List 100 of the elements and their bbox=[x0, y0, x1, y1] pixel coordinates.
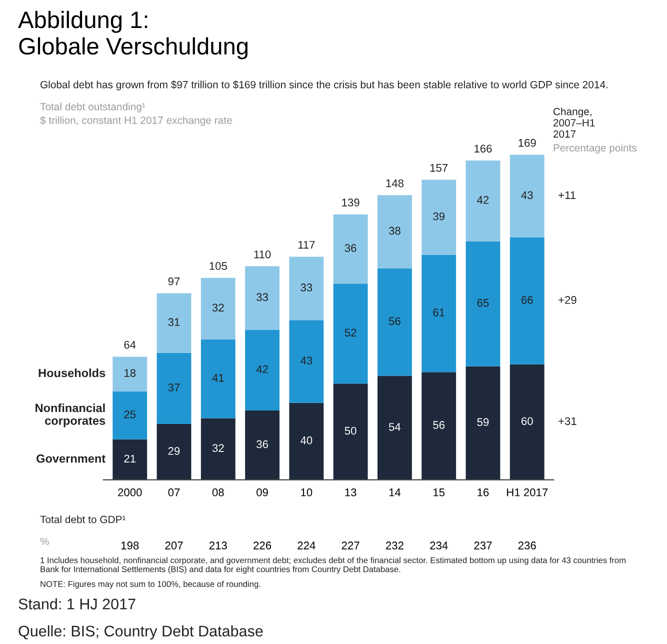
bar bbox=[112, 356, 148, 392]
text: 207 bbox=[165, 542, 183, 550]
data-label: 54 bbox=[388, 423, 401, 431]
text: 224 bbox=[298, 542, 316, 550]
bar bbox=[333, 284, 368, 384]
text: 198 bbox=[121, 542, 139, 550]
data-label: 40 bbox=[300, 436, 312, 444]
bar bbox=[422, 254, 456, 372]
data-label: 41 bbox=[212, 374, 224, 382]
data-label: 36 bbox=[256, 440, 268, 448]
x-tick-label: H1 2017 bbox=[507, 488, 548, 496]
bar bbox=[422, 372, 456, 480]
total-label: 166 bbox=[474, 144, 492, 153]
data-label: 18 bbox=[124, 369, 136, 377]
bar bbox=[333, 214, 368, 284]
text: +29 bbox=[558, 296, 576, 304]
bar bbox=[510, 237, 544, 364]
data-label: 33 bbox=[256, 293, 268, 302]
text: 236 bbox=[518, 542, 536, 550]
text: Total debt outstanding¹ bbox=[40, 102, 146, 112]
text: 232 bbox=[386, 542, 404, 550]
total-label: 169 bbox=[518, 138, 536, 147]
bar bbox=[422, 180, 456, 255]
data-label: 39 bbox=[433, 212, 444, 220]
total-label: 148 bbox=[386, 179, 404, 188]
text: Percentage points bbox=[554, 144, 637, 154]
data-label: 43 bbox=[300, 356, 312, 364]
text: NOTE: Figures may not sum to 100%, because of rounding. bbox=[40, 580, 260, 589]
bar bbox=[156, 293, 192, 353]
data-label: 59 bbox=[477, 418, 489, 426]
x-tick-label: 13 bbox=[345, 488, 356, 496]
data-label: 36 bbox=[344, 244, 356, 252]
bar bbox=[200, 339, 236, 418]
bar bbox=[245, 266, 280, 330]
data-label: 50 bbox=[344, 426, 356, 435]
bar bbox=[156, 424, 192, 480]
source-note: Quelle: BIS; Country Debt Database bbox=[18, 625, 263, 640]
x-tick-label: 16 bbox=[478, 488, 489, 496]
bar bbox=[112, 391, 148, 440]
x-tick-label: 07 bbox=[168, 488, 180, 496]
text: $ trillion, constant H1 2017 exchange rate bbox=[40, 116, 232, 126]
text: 226 bbox=[254, 542, 272, 550]
text: 213 bbox=[209, 542, 227, 550]
bar bbox=[245, 330, 280, 411]
data-label: 32 bbox=[212, 444, 224, 452]
data-label: 61 bbox=[433, 308, 444, 316]
bar bbox=[289, 320, 324, 403]
data-label: 52 bbox=[344, 328, 356, 337]
data-label: 31 bbox=[168, 318, 180, 326]
bar bbox=[466, 366, 500, 480]
text: 1 Includes household, nonfinancial corporate, and government debt; excludes debt of the financial sector. Estimated bottom up using data for 43 countries from Bank for International Settlements (BIS) and data for eight countries from Country Debt Database. bbox=[40, 557, 626, 574]
chart-subtitle: Globale Verschuldung bbox=[19, 37, 248, 60]
total-label: 157 bbox=[430, 164, 448, 172]
data-label: 60 bbox=[522, 417, 533, 426]
bar bbox=[156, 352, 192, 424]
text: Stand: 1 HJ 2017 bbox=[18, 598, 136, 610]
total-label: 97 bbox=[168, 277, 180, 286]
x-tick-label: 10 bbox=[301, 488, 312, 496]
x-tick-label: 2000 bbox=[118, 488, 142, 496]
bar bbox=[289, 402, 324, 480]
total-label: 110 bbox=[254, 250, 271, 258]
bar bbox=[245, 410, 280, 480]
series-label: Government bbox=[36, 454, 106, 463]
data-label: 65 bbox=[477, 298, 489, 307]
bar bbox=[510, 154, 544, 238]
bar bbox=[466, 160, 500, 242]
data-label: 42 bbox=[256, 365, 268, 374]
total-label: 139 bbox=[342, 198, 360, 206]
data-label: 33 bbox=[300, 284, 312, 292]
bar bbox=[200, 418, 236, 480]
bar bbox=[377, 268, 412, 376]
series-label: Households bbox=[38, 368, 106, 378]
x-tick-label: 08 bbox=[212, 488, 224, 496]
text: Global debt has grown from $97 trillion to $169 trillion since the crisis but has been stable relative to world GDP since 2014. bbox=[40, 80, 608, 90]
series-label: Nonfinancial corporates bbox=[36, 403, 106, 428]
data-label: 25 bbox=[124, 410, 136, 418]
text: 227 bbox=[342, 542, 360, 550]
text: 234 bbox=[430, 542, 448, 550]
text: Change, 2007–H1 2017 bbox=[553, 108, 595, 138]
bar bbox=[510, 364, 544, 480]
data-label: 56 bbox=[388, 317, 400, 326]
bar bbox=[466, 241, 500, 366]
text: +31 bbox=[558, 417, 576, 426]
bar bbox=[200, 278, 236, 340]
total-label: 117 bbox=[298, 240, 315, 249]
data-label: 38 bbox=[388, 226, 400, 235]
x-tick-label: 14 bbox=[389, 488, 401, 496]
text: +11 bbox=[558, 191, 576, 199]
bar bbox=[289, 256, 324, 320]
data-label: 43 bbox=[521, 191, 533, 200]
text: % bbox=[40, 538, 49, 546]
bar bbox=[333, 384, 368, 480]
data-label: 21 bbox=[124, 454, 136, 462]
chart-title: Abbildung 1: bbox=[18, 10, 148, 33]
total-label: 64 bbox=[124, 340, 136, 349]
x-tick-label: 09 bbox=[256, 488, 268, 496]
bar bbox=[377, 376, 412, 480]
data-label: 56 bbox=[433, 421, 445, 429]
text: Total debt to GDP¹ bbox=[40, 515, 126, 524]
data-label: 66 bbox=[522, 296, 533, 304]
